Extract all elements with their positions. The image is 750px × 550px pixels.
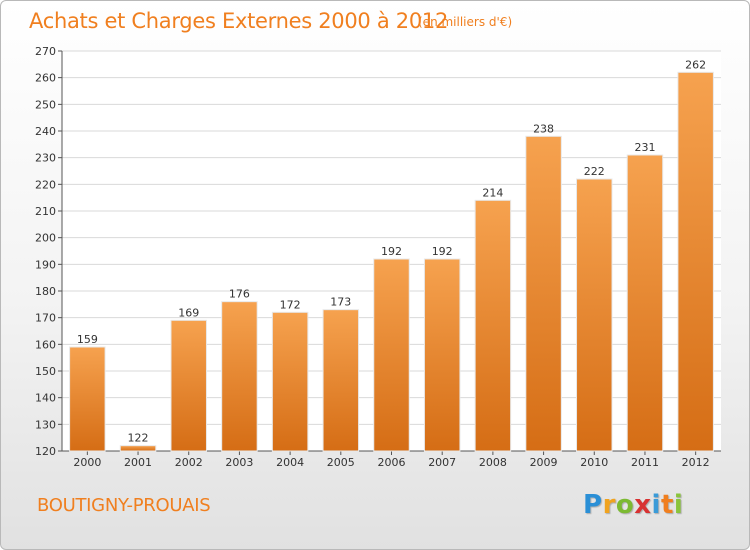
y-tick-label: 270 bbox=[35, 45, 56, 58]
y-tick-label: 240 bbox=[35, 125, 56, 138]
chart-title: Achats et Charges Externes 2000 à 2012 bbox=[29, 9, 449, 33]
x-tick-label: 2010 bbox=[580, 456, 608, 469]
y-tick-label: 130 bbox=[35, 418, 56, 431]
chart-subtitle: (en milliers d'€) bbox=[418, 15, 513, 29]
data-label-2000: 159 bbox=[77, 333, 98, 346]
x-tick-label: 2004 bbox=[276, 456, 304, 469]
bar-2000 bbox=[69, 346, 106, 452]
bar-2006 bbox=[373, 258, 410, 452]
proxiti-logo[interactable]: Proxiti bbox=[583, 490, 684, 520]
y-tick-label: 210 bbox=[35, 205, 56, 218]
x-tick-label: 2012 bbox=[682, 456, 710, 469]
bar-2005 bbox=[322, 309, 360, 452]
bar-2007 bbox=[423, 258, 461, 452]
bar-2011 bbox=[626, 154, 664, 452]
y-tick-label: 160 bbox=[35, 338, 56, 351]
bar-2001 bbox=[119, 445, 157, 452]
x-tick-label: 2001 bbox=[124, 456, 152, 469]
bar-2002 bbox=[170, 319, 207, 452]
bar-2009 bbox=[525, 135, 562, 452]
bars bbox=[69, 71, 714, 452]
x-tick-label: 2000 bbox=[73, 456, 101, 469]
data-label-2004: 172 bbox=[280, 298, 301, 311]
bar-2010 bbox=[576, 178, 613, 452]
commune-name: BOUTIGNY-PROUAIS bbox=[37, 495, 211, 516]
y-tick-label: 180 bbox=[35, 285, 56, 298]
labels: 120 130 140 150 160 170 180 190 200 210 220 230 240 2… bbox=[35, 45, 710, 469]
x-tick-label: 2005 bbox=[327, 456, 355, 469]
y-tick-label: 190 bbox=[35, 258, 56, 271]
y-tick-label: 120 bbox=[35, 445, 56, 458]
data-label-2006: 192 bbox=[381, 245, 402, 258]
data-label-2011: 231 bbox=[634, 141, 655, 154]
y-tick-label: 220 bbox=[35, 178, 56, 191]
x-tick-label: 2003 bbox=[225, 456, 253, 469]
x-tick-label: 2011 bbox=[631, 456, 659, 469]
bar-2008 bbox=[474, 199, 512, 452]
y-tick-label: 250 bbox=[35, 98, 56, 111]
x-tick-label: 2009 bbox=[530, 456, 558, 469]
y-tick-label: 230 bbox=[35, 152, 56, 165]
data-label-2005: 173 bbox=[330, 296, 351, 309]
x-tick-label: 2008 bbox=[479, 456, 507, 469]
y-tick-label: 200 bbox=[35, 232, 56, 245]
data-label-2002: 169 bbox=[178, 306, 199, 319]
data-label-2003: 176 bbox=[229, 288, 250, 301]
y-tick-label: 170 bbox=[35, 312, 56, 325]
bar-2004 bbox=[271, 311, 309, 452]
data-label-2009: 238 bbox=[533, 122, 554, 135]
bar-2003 bbox=[221, 301, 258, 452]
data-label-2008: 214 bbox=[482, 186, 503, 199]
data-label-2010: 222 bbox=[584, 165, 605, 178]
x-tick-label: 2006 bbox=[378, 456, 406, 469]
x-tick-label: 2007 bbox=[428, 456, 456, 469]
bar-2012 bbox=[677, 71, 714, 452]
y-tick-label: 260 bbox=[35, 72, 56, 85]
y-tick-label: 140 bbox=[35, 392, 56, 405]
x-tick-label: 2002 bbox=[175, 456, 203, 469]
data-label-2012: 262 bbox=[685, 58, 706, 71]
data-label-2001: 122 bbox=[128, 432, 149, 445]
y-tick-label: 150 bbox=[35, 365, 56, 378]
data-label-2007: 192 bbox=[432, 245, 453, 258]
